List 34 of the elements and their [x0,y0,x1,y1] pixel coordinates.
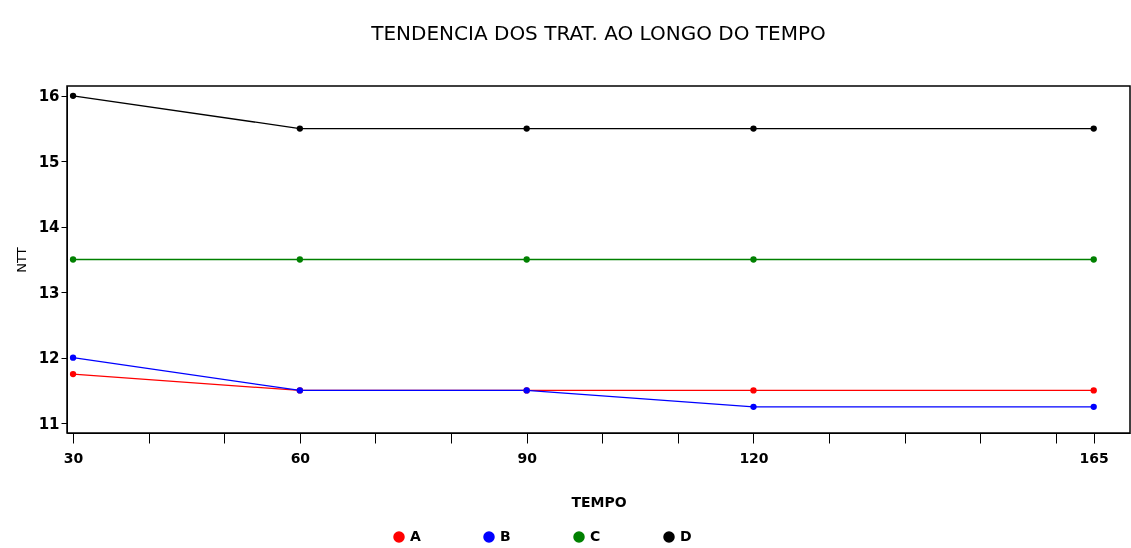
point [750,403,757,410]
point [750,387,757,394]
x-tick-label: 60 [290,449,311,466]
legend-label: D [680,528,692,544]
y-tick-label: 14 [38,218,60,237]
point [69,256,77,263]
point [750,125,757,132]
y-tick-label: 16 [38,87,60,106]
point [296,256,304,263]
y-tick-label: 11 [38,414,60,433]
point [69,92,77,99]
point [296,125,304,132]
y-tick-label: 15 [38,152,60,171]
x-tick-label: 120 [739,449,769,466]
point [523,256,530,263]
y-axis-title: NTT [13,247,29,273]
x-axis-title: TEMPO [571,493,627,510]
y-tick-label: 13 [38,283,60,302]
point [1090,403,1097,410]
point [1090,125,1097,132]
point [1090,256,1097,263]
legend-label: C [590,528,601,544]
legend-label: A [410,528,421,544]
x-tick-label: 90 [517,449,538,466]
point [69,370,77,378]
point [750,256,757,263]
y-tick-label: 12 [38,349,60,368]
chart-title: TENDENCIA DOS TRAT. AO LONGO DO TEMPO [370,21,826,45]
x-tick-label: 165 [1079,449,1109,466]
x-tick-label: 30 [63,449,84,466]
point [69,354,77,361]
point [523,125,530,132]
legend-label: B [500,528,511,544]
point [1090,387,1097,394]
